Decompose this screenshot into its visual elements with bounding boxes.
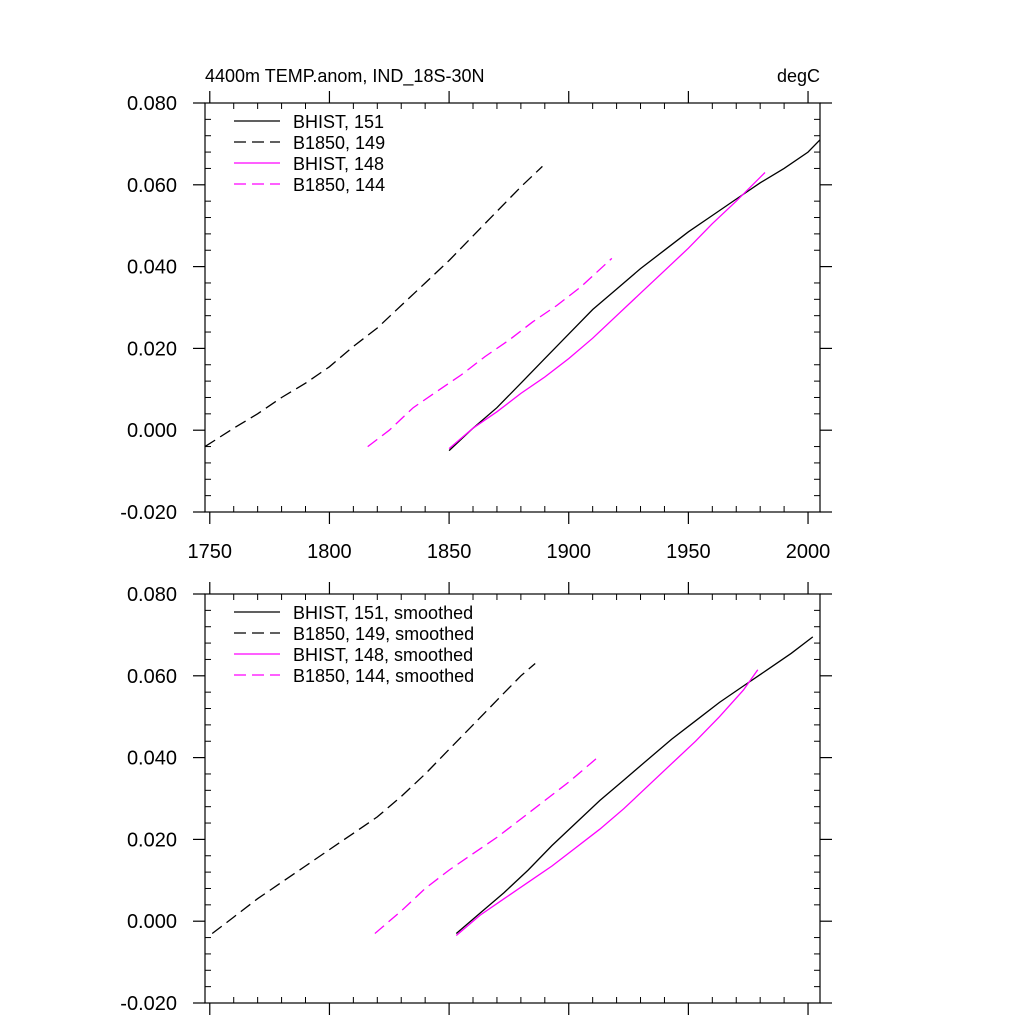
series-line-0 xyxy=(455,636,814,934)
series-line-2 xyxy=(455,669,759,936)
x-tick-label: 1950 xyxy=(666,541,711,563)
plot-frame xyxy=(204,102,821,513)
y-tick-label: 0.040 xyxy=(127,257,177,279)
y-tick-label: -0.020 xyxy=(120,502,177,524)
legend-label: B1850, 149 xyxy=(293,133,385,153)
series-line-2 xyxy=(448,172,766,450)
panel-units: degC xyxy=(777,66,820,86)
x-tick-label: 1800 xyxy=(307,541,352,563)
y-tick-label: 0.060 xyxy=(127,175,177,197)
x-tick-label: 1750 xyxy=(188,541,233,563)
y-tick-label: 0.000 xyxy=(127,911,177,933)
legend-label: B1850, 149, smoothed xyxy=(293,624,474,644)
plot-frame xyxy=(204,593,821,1004)
y-tick-label: 0.020 xyxy=(127,338,177,360)
legend-label: B1850, 144, smoothed xyxy=(293,666,474,686)
panel-title: 4400m TEMP.anom, IND_18S-30N xyxy=(205,66,484,87)
y-tick-label: 0.080 xyxy=(127,93,177,115)
x-tick-label: 1900 xyxy=(546,541,591,563)
legend-label: BHIST, 151 xyxy=(293,112,384,132)
top-panel: 4400m TEMP.anom, IND_18S-30N degC 1750 18… xyxy=(120,66,832,563)
y-tick-label: -0.020 xyxy=(120,993,177,1015)
y-tick-label: 0.000 xyxy=(127,420,177,442)
legend-label: BHIST, 148, smoothed xyxy=(293,645,473,665)
series-line-3 xyxy=(367,257,613,448)
x-tick-label: 2000 xyxy=(786,541,831,563)
bottom-panel: -0.020 0.000 0.020 0.040 0.060 0.080 BHIST, 15… xyxy=(120,582,832,1015)
legend-label: BHIST, 151, smoothed xyxy=(293,603,473,623)
series-line-0 xyxy=(448,139,821,452)
y-tick-label: 0.040 xyxy=(127,748,177,770)
legend-label: BHIST, 148 xyxy=(293,154,384,174)
y-tick-label: 0.020 xyxy=(127,829,177,851)
x-tick-label: 1850 xyxy=(427,541,472,563)
series-line-1 xyxy=(204,165,543,448)
series-line-1 xyxy=(211,663,536,935)
y-tick-label: 0.080 xyxy=(127,584,177,606)
y-tick-label: 0.060 xyxy=(127,666,177,688)
legend-label: B1850, 144 xyxy=(293,175,385,195)
